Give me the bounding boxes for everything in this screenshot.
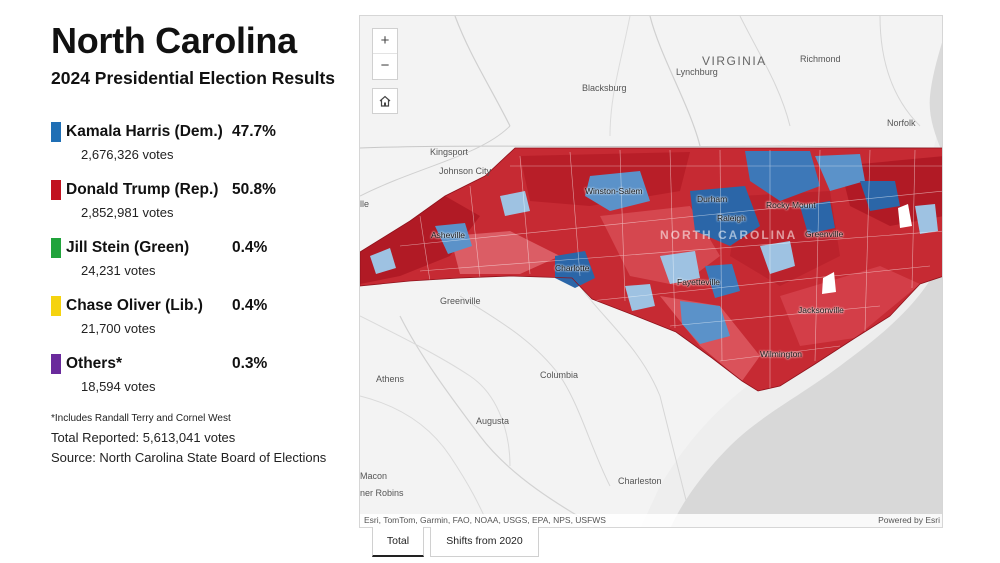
candidate-pct: 0.3% [232, 355, 268, 372]
place-norfolk: Norfolk [887, 118, 916, 128]
harris-swatch [51, 122, 61, 142]
virginia-label: VIRGINIA [702, 54, 767, 68]
candidate-name: Others* [66, 355, 122, 372]
tab-shifts-from-2020[interactable]: Shifts from 2020 [430, 527, 539, 557]
place-knoxville: lle [360, 199, 370, 209]
place-augusta: Augusta [476, 416, 510, 426]
place-durham: Durham [697, 194, 728, 204]
candidate-oliver: Chase Oliver (Lib.) 0.4% 21,700 votes [51, 296, 311, 346]
candidate-pct: 0.4% [232, 239, 268, 256]
results-panel: North Carolina 2024 Presidential Electio… [0, 0, 360, 563]
place-charleston: Charleston [618, 476, 662, 486]
place-blacksburg: Blacksburg [582, 83, 627, 93]
stein-swatch [51, 238, 61, 258]
zoom-control: + − [372, 28, 398, 80]
place-asheville: Asheville [431, 230, 466, 240]
place-rocky-mount: Rocky Mount [766, 200, 816, 210]
candidate-name: Jill Stein (Green) [66, 239, 190, 256]
place-warner-robins: ner Robins [360, 488, 404, 498]
footnote: *Includes Randall Terry and Cornel West [51, 413, 231, 424]
place-columbia: Columbia [540, 370, 579, 380]
place-greenville-nc: Greenville [805, 229, 844, 239]
candidate-name: Kamala Harris (Dem.) [66, 123, 223, 140]
candidate-votes: 2,676,326 votes [81, 147, 174, 162]
powered-by[interactable]: Powered by Esri [878, 515, 940, 525]
page-subtitle: 2024 Presidential Election Results [51, 68, 336, 88]
place-richmond: Richmond [800, 54, 841, 64]
others-swatch [51, 354, 61, 374]
north-carolina-label: NORTH CAROLINA [660, 228, 798, 242]
candidate-pct: 0.4% [232, 297, 268, 314]
candidate-pct: 50.8% [232, 181, 276, 198]
place-macon: Macon [360, 471, 388, 481]
candidate-trump: Donald Trump (Rep.) 50.8% 2,852,981 vote… [51, 180, 311, 230]
candidate-name: Chase Oliver (Lib.) [66, 297, 203, 314]
candidate-harris: Kamala Harris (Dem.) 47.7% 2,676,326 vot… [51, 122, 311, 172]
place-lynchburg: Lynchburg [676, 67, 718, 77]
candidate-votes: 2,852,981 votes [81, 205, 174, 220]
candidate-votes: 21,700 votes [81, 321, 156, 336]
place-wilmington: Wilmington [760, 349, 803, 359]
candidate-votes: 18,594 votes [81, 379, 156, 394]
oliver-swatch [51, 296, 61, 316]
trump-swatch [51, 180, 61, 200]
attribution-text: Esri, TomTom, Garmin, FAO, NOAA, USGS, E… [364, 515, 606, 525]
candidate-name: Donald Trump (Rep.) [66, 181, 219, 198]
candidate-pct: 47.7% [232, 123, 276, 140]
place-charlotte: Charlotte [555, 263, 590, 273]
candidate-others: Others* 0.3% 18,594 votes [51, 354, 311, 404]
tab-total[interactable]: Total [372, 527, 424, 557]
place-jacksonville: Jacksonville [798, 305, 844, 315]
total-reported: Total Reported: 5,613,041 votes [51, 430, 236, 445]
place-greenville-sc: Greenville [440, 296, 481, 306]
source-note: Source: North Carolina State Board of El… [51, 450, 327, 465]
home-icon [379, 95, 391, 107]
place-raleigh: Raleigh [717, 213, 746, 223]
place-winston-salem: Winston-Salem [585, 186, 643, 196]
candidate-stein: Jill Stein (Green) 0.4% 24,231 votes [51, 238, 311, 288]
place-fayetteville: Fayetteville [677, 277, 720, 287]
place-johnson-city: Johnson City [439, 166, 492, 176]
zoom-out-button[interactable]: − [380, 57, 390, 74]
map-attribution: Esri, TomTom, Garmin, FAO, NOAA, USGS, E… [360, 514, 942, 527]
place-athens: Athens [376, 374, 405, 384]
home-button[interactable] [372, 88, 398, 114]
place-kingsport: Kingsport [430, 147, 469, 157]
candidate-votes: 24,231 votes [81, 263, 156, 278]
election-map[interactable]: VIRGINIA NORTH CAROLINA Richmond Lynchbu… [359, 15, 943, 528]
zoom-in-button[interactable]: + [373, 29, 397, 54]
basemap [360, 16, 942, 527]
page-title: North Carolina [51, 20, 297, 61]
